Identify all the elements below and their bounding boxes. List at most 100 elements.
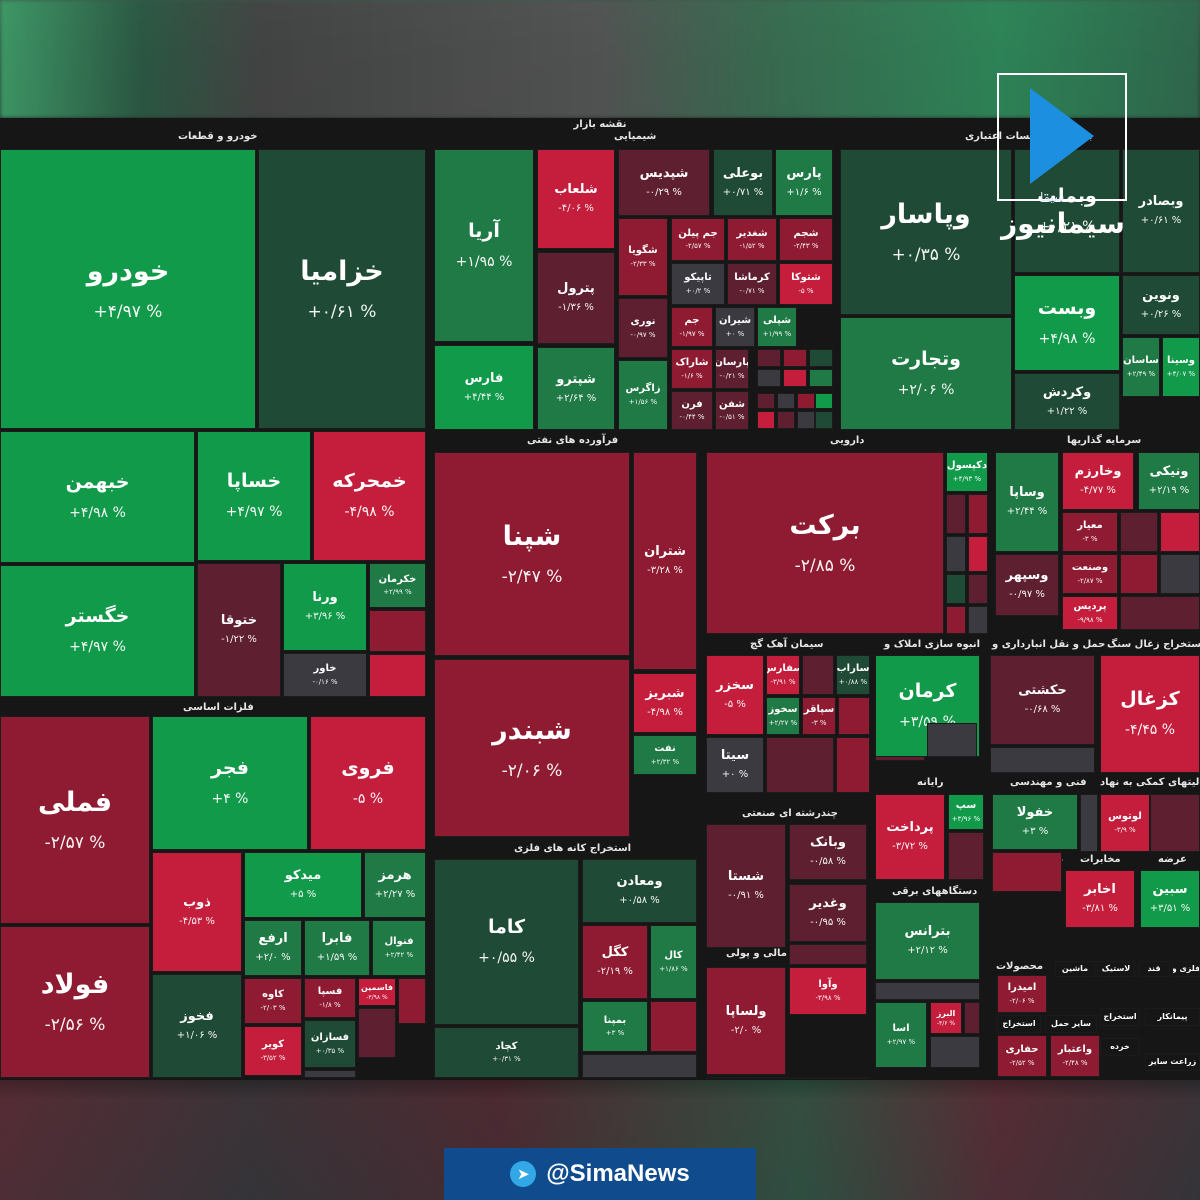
stock-tile[interactable]: فولاد -۲/۵۶ % bbox=[0, 926, 150, 1078]
stock-tile-minor[interactable] bbox=[757, 411, 775, 429]
stock-tile-minor[interactable] bbox=[783, 369, 807, 387]
stock-tile[interactable]: کال +۱/۸۶ % bbox=[650, 925, 697, 999]
stock-tile-minor[interactable] bbox=[809, 369, 833, 387]
stock-tile-minor[interactable] bbox=[304, 1070, 356, 1078]
stock-tile[interactable]: وصنعت -۲/۸۷ % bbox=[1062, 554, 1118, 594]
stock-tile[interactable]: کرماشا -۰/۷۱ % bbox=[727, 263, 777, 305]
stock-tile[interactable]: سپ +۳/۹۶ % bbox=[948, 794, 984, 830]
stock-tile[interactable]: وبانک -۰/۵۸ % bbox=[789, 824, 867, 880]
stock-tile-minor[interactable] bbox=[358, 1008, 396, 1058]
stock-tile[interactable]: تاپیکو +۰/۲ % bbox=[671, 263, 725, 305]
stock-tile[interactable]: کچاد +۰/۳۱ % bbox=[434, 1027, 579, 1078]
footer-bar[interactable]: ➤ @SimaNews bbox=[444, 1148, 756, 1200]
stock-tile[interactable]: وسپهر -۰/۹۷ % bbox=[995, 554, 1059, 616]
stock-tile-minor[interactable] bbox=[797, 393, 815, 409]
stock-tile[interactable]: اسا +۲/۹۷ % bbox=[875, 1002, 927, 1068]
stock-tile[interactable]: فاسمین -۳/۹۸ % bbox=[358, 978, 396, 1006]
stock-tile-minor[interactable] bbox=[1160, 554, 1200, 594]
stock-tile[interactable]: خاور -۰/۱۶ % bbox=[283, 653, 367, 697]
stock-tile-minor[interactable] bbox=[757, 349, 781, 367]
stock-tile[interactable]: حکشتی -۰/۶۸ % bbox=[990, 655, 1095, 745]
stock-tile[interactable]: سایر حمل bbox=[1045, 1015, 1097, 1033]
stock-tile[interactable]: شبریز -۴/۹۸ % bbox=[633, 673, 697, 733]
stock-tile[interactable]: معیار -۳ % bbox=[1062, 512, 1118, 552]
stock-tile[interactable]: فسپا -۱/۸ % bbox=[304, 978, 356, 1018]
stock-tile[interactable]: استخراج bbox=[997, 1015, 1041, 1033]
stock-tile[interactable]: پردیس -۹/۹۸ % bbox=[1062, 596, 1118, 630]
stock-tile-minor[interactable] bbox=[836, 737, 870, 793]
stock-tile[interactable]: بمپنا +۳ % bbox=[582, 1001, 648, 1052]
stock-tile[interactable]: وساپا +۲/۴۴ % bbox=[995, 452, 1059, 552]
stock-tile-minor[interactable] bbox=[968, 494, 988, 534]
stock-tile[interactable]: شتران -۳/۲۸ % bbox=[633, 452, 697, 670]
stock-tile[interactable]: کاوه -۲/۰۳ % bbox=[244, 978, 302, 1024]
stock-tile[interactable]: شپلی +۱/۹۹ % bbox=[757, 307, 797, 347]
stock-tile[interactable]: خمحرکه -۴/۹۸ % bbox=[313, 431, 426, 561]
stock-tile-minor[interactable] bbox=[964, 1002, 980, 1034]
stock-tile[interactable]: وبصادر +۰/۶۱ % bbox=[1122, 149, 1200, 273]
stock-tile[interactable]: پارس +۱/۶ % bbox=[775, 149, 833, 216]
stock-tile-minor[interactable] bbox=[582, 1054, 697, 1078]
stock-tile[interactable]: وبست +۴/۹۸ % bbox=[1014, 275, 1120, 371]
stock-tile[interactable]: نفت +۲/۳۲ % bbox=[633, 735, 697, 775]
stock-tile-minor[interactable] bbox=[1080, 794, 1098, 852]
stock-tile[interactable]: ومعادن +۰/۵۸ % bbox=[582, 859, 697, 923]
stock-tile-minor[interactable] bbox=[802, 655, 834, 695]
stock-tile[interactable]: وغدیر -۰/۹۵ % bbox=[789, 884, 867, 942]
stock-tile[interactable]: پرداخت -۳/۷۲ % bbox=[875, 794, 945, 880]
stock-tile[interactable]: زاگرس +۱/۵۶ % bbox=[618, 360, 668, 430]
stock-tile[interactable]: لاستیک bbox=[1097, 961, 1135, 977]
stock-tile[interactable]: ورنا +۳/۹۶ % bbox=[283, 563, 367, 651]
stock-tile[interactable]: خکرمان +۲/۹۹ % bbox=[369, 563, 426, 608]
stock-tile[interactable]: شغدیر -۱/۵۲ % bbox=[727, 218, 777, 261]
stock-tile[interactable]: وکردش +۱/۲۲ % bbox=[1014, 373, 1120, 430]
stock-tile[interactable]: شلعاب -۴/۰۶ % bbox=[537, 149, 615, 249]
stock-tile[interactable]: شپدیس -۰/۲۹ % bbox=[618, 149, 710, 216]
stock-tile-minor[interactable] bbox=[968, 574, 988, 604]
stock-tile[interactable]: فارس +۴/۴۴ % bbox=[434, 345, 534, 430]
stock-tile[interactable]: فجر +۴ % bbox=[152, 716, 308, 850]
stock-tile[interactable]: برکت -۲/۸۵ % bbox=[706, 452, 944, 634]
stock-tile-minor[interactable] bbox=[946, 606, 966, 634]
stock-tile[interactable]: خبهمن +۴/۹۸ % bbox=[0, 431, 195, 563]
stock-tile[interactable]: لوتوس -۳/۹ % bbox=[1100, 794, 1150, 852]
stock-tile[interactable]: واعتبار -۲/۴۸ % bbox=[1050, 1035, 1100, 1077]
footer-handle[interactable]: @SimaNews bbox=[546, 1160, 690, 1187]
stock-tile-minor[interactable] bbox=[1120, 512, 1158, 552]
stock-tile[interactable]: فلزی و bbox=[1172, 961, 1200, 977]
stock-tile[interactable]: وسینا +۴/۰۷ % bbox=[1162, 337, 1200, 397]
stock-tile[interactable]: آریا +۱/۹۵ % bbox=[434, 149, 534, 342]
stock-tile-minor[interactable] bbox=[757, 369, 781, 387]
stock-tile[interactable]: خودرو +۴/۹۷ % bbox=[0, 149, 256, 429]
stock-tile-minor[interactable] bbox=[930, 1036, 980, 1068]
stock-tile[interactable]: شاراک -۱/۶ % bbox=[671, 349, 713, 389]
stock-tile[interactable]: شبندر -۲/۰۶ % bbox=[434, 659, 630, 837]
stock-tile[interactable]: فملی -۲/۵۷ % bbox=[0, 716, 150, 924]
stock-tile[interactable]: ونوین +۰/۲۶ % bbox=[1122, 275, 1200, 335]
stock-tile[interactable]: سخوز +۲/۲۷ % bbox=[766, 697, 800, 735]
stock-tile[interactable]: فروی -۵ % bbox=[310, 716, 426, 850]
stock-tile[interactable]: ولساپا -۲/۰ % bbox=[706, 967, 786, 1075]
stock-tile[interactable]: جم پیلن -۲/۵۷ % bbox=[671, 218, 725, 261]
stock-tile[interactable]: بوعلی +۰/۷۱ % bbox=[713, 149, 773, 216]
stock-tile-minor[interactable] bbox=[946, 494, 966, 534]
stock-tile[interactable]: شگویا -۲/۳۳ % bbox=[618, 218, 668, 296]
stock-tile[interactable]: کاما +۰/۵۵ % bbox=[434, 859, 579, 1025]
stock-tile[interactable]: شفن -۰/۵۱ % bbox=[715, 391, 749, 430]
stock-tile[interactable]: شتوکا -۵ % bbox=[779, 263, 833, 305]
stock-tile[interactable]: کگل -۲/۱۹ % bbox=[582, 925, 648, 999]
stock-tile-minor[interactable] bbox=[1160, 512, 1200, 552]
stock-tile[interactable]: ساراب +۰/۸۸ % bbox=[836, 655, 870, 695]
stock-tile-minor[interactable] bbox=[948, 832, 984, 880]
stock-tile[interactable]: پارسان -۰/۲۱ % bbox=[715, 349, 749, 389]
stock-tile-minor[interactable] bbox=[777, 411, 795, 429]
stock-tile-minor[interactable] bbox=[1150, 794, 1200, 852]
stock-tile[interactable]: شپترو +۲/۶۴ % bbox=[537, 347, 615, 430]
stock-tile-minor[interactable] bbox=[809, 349, 833, 367]
stock-tile[interactable]: حفاری -۲/۵۲ % bbox=[997, 1035, 1047, 1077]
stock-tile[interactable]: سیتا +۰ % bbox=[706, 737, 764, 793]
stock-tile-minor[interactable] bbox=[990, 747, 1095, 773]
stock-tile-minor[interactable] bbox=[398, 978, 426, 1024]
stock-tile[interactable]: پیمانکار bbox=[1145, 1008, 1200, 1026]
stock-tile-minor[interactable] bbox=[789, 944, 867, 965]
